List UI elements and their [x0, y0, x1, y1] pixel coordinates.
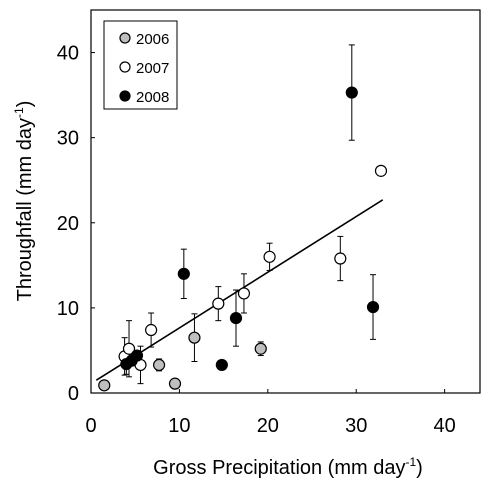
legend-box [103, 20, 178, 110]
point-2008 [229, 312, 243, 325]
point-2006 [98, 379, 111, 392]
y-axis-ticks: 0 10 20 30 40 [57, 43, 95, 405]
point-2006 [152, 358, 166, 372]
y-tick-label: 30 [57, 128, 79, 150]
point-2008 [345, 86, 358, 99]
point-2007 [263, 250, 276, 263]
x-tick-label: 30 [345, 415, 367, 437]
y-tick-label: 20 [57, 213, 79, 235]
x-axis-label: Gross Precipitation (mm day-1) [153, 455, 423, 479]
point-2008 [130, 349, 144, 362]
point-2007 [122, 342, 136, 355]
legend-marker-2006 [119, 32, 131, 44]
legend-label-2008: 2008 [136, 89, 169, 106]
point-2008 [177, 267, 190, 280]
y-tick-label: 10 [57, 298, 79, 320]
point-2007 [212, 297, 225, 310]
y-tick-label: 40 [57, 43, 79, 65]
x-tick-label: 10 [168, 415, 190, 437]
point-2006 [188, 331, 201, 344]
point-2006 [254, 342, 267, 355]
legend-marker-2007 [119, 61, 131, 73]
x-tick-label: 0 [85, 415, 96, 437]
legend-marker-2008 [119, 90, 131, 102]
point-2007 [237, 287, 251, 300]
point-2007 [145, 323, 158, 337]
y-axis-label: Throughfall (mm day-1) [12, 101, 36, 302]
x-tick-label: 40 [434, 415, 456, 437]
x-tick-label: 20 [257, 415, 279, 437]
x-axis-ticks: 0 10 20 30 40 [85, 389, 456, 437]
point-2008 [366, 300, 380, 314]
point-2007 [374, 164, 388, 177]
y-tick-label: 0 [68, 383, 79, 405]
legend-label-2006: 2006 [136, 31, 169, 48]
point-2007 [334, 252, 347, 265]
legend-label-2007: 2007 [136, 60, 169, 77]
point-2008 [215, 358, 228, 372]
legend: 2006 2007 2008 [103, 20, 178, 110]
point-2006 [168, 377, 182, 390]
data-points [98, 86, 388, 392]
